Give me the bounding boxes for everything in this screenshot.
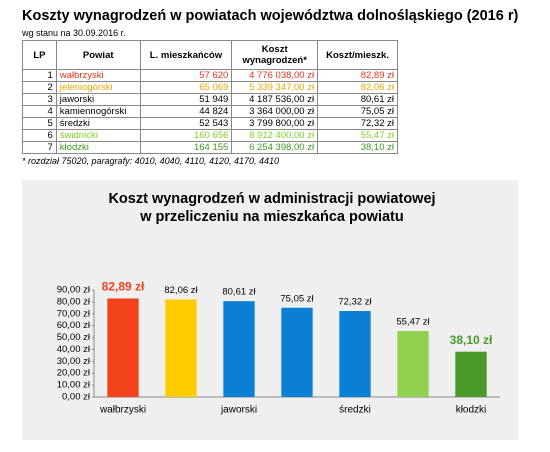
x-tick-label: jaworski <box>220 405 257 416</box>
bar <box>107 298 139 397</box>
bar <box>281 307 313 397</box>
chart-title: Koszt wynagrodzeń w administracji powiat… <box>108 191 435 207</box>
value-label: 72,32 zł <box>338 297 372 308</box>
table-row: 2 jeleniogórski 65 069 5 339 347,00 zł 82,06… <box>22 81 398 94</box>
value-label: 80,61 zł <box>222 287 256 298</box>
x-tick-label: średzki <box>339 405 371 416</box>
table-row: 1 wałbrzyski 57 620 4 776 038,00 zł 82,89 zł <box>22 69 398 82</box>
bar <box>223 301 255 397</box>
chart-title: w przeliczeniu na mieszkańca powiatu <box>139 209 404 225</box>
table-row: 3 jaworski 51 949 4 187 536,00 zł 80,61 zł <box>22 93 398 106</box>
footnote: * rozdział 75020, paragrafy: 4010, 4040,… <box>22 156 280 166</box>
y-tick-label: 40,00 zł <box>57 344 91 355</box>
subtitle: wg stanu na 30.09.2016 r. <box>22 28 126 38</box>
data-table: LP Powiat L. mieszkańców Koszt wynagrodzeń*… <box>22 40 398 154</box>
table-cell: 6 254 398,00 zł <box>231 141 319 154</box>
value-label: 75,05 zł <box>280 293 314 304</box>
bar <box>397 331 429 397</box>
header-row: LP Powiat L. mieszkańców Koszt wynagrodzeń*… <box>22 40 398 70</box>
x-tick-label: wałbrzyski <box>99 405 146 416</box>
bar <box>339 311 371 397</box>
table-cell: kłodzki <box>55 141 141 154</box>
column-header: LP <box>22 40 57 70</box>
y-tick-label: 60,00 zł <box>57 320 91 331</box>
y-tick-label: 30,00 zł <box>57 356 91 367</box>
page-title: Koszty wynagrodzeń w powiatach województ… <box>22 8 519 24</box>
y-tick-label: 90,00 zł <box>57 285 91 296</box>
table-row: 4 kamiennogórski 44 824 3 364 000,00 zł 75,0… <box>22 105 398 118</box>
value-label: 82,06 zł <box>164 285 198 296</box>
y-tick-label: 50,00 zł <box>57 332 91 343</box>
y-tick-label: 20,00 zł <box>57 368 91 379</box>
y-tick-label: 0,00 zł <box>62 392 91 403</box>
y-tick-label: 10,00 zł <box>57 380 91 391</box>
y-tick-label: 80,00 zł <box>57 296 91 307</box>
table-cell: 38,10 zł <box>317 141 398 154</box>
x-tick-label: kłodzki <box>456 405 487 416</box>
value-label: 38,10 zł <box>450 333 493 347</box>
y-tick-label: 70,00 zł <box>57 308 91 319</box>
bar <box>165 299 197 397</box>
column-header: Powiat <box>55 40 141 70</box>
column-header: L. mieszkańców <box>139 40 233 70</box>
bar <box>455 351 487 397</box>
table-body: 1 wałbrzyski 57 620 4 776 038,00 zł 82,89 zł… <box>22 69 398 154</box>
value-label: 82,89 zł <box>102 280 145 294</box>
table-row: 7 kłodzki 164 155 6 254 398,00 zł 38,10 zł <box>22 141 398 154</box>
table-cell: 7 <box>22 141 57 154</box>
value-label: 55,47 zł <box>396 317 430 328</box>
